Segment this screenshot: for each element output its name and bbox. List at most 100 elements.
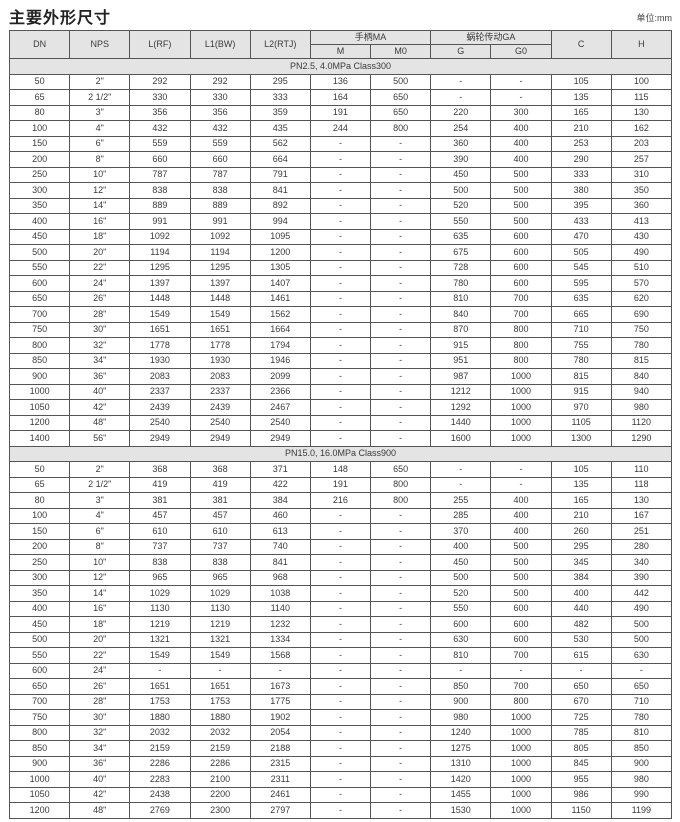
table-cell: 1455 xyxy=(430,786,492,803)
table-cell: 40" xyxy=(69,771,131,788)
table-cell: 505 xyxy=(550,244,612,261)
table-row: 250 10" 838 838 841- -450 500 345 340 xyxy=(8,554,673,571)
table-cell: - xyxy=(490,73,552,90)
table-cell: - xyxy=(309,430,372,447)
table-cell: 1000 xyxy=(490,724,552,741)
table-cell: 550 xyxy=(430,213,492,230)
table-cell: - xyxy=(370,321,432,338)
table-cell: 900 xyxy=(610,755,673,772)
table-cell: 670 xyxy=(550,693,612,710)
table-cell: 1290 xyxy=(610,430,673,447)
table-cell: - xyxy=(370,523,432,540)
table-cell: 545 xyxy=(550,259,612,276)
table-row: 550 22" 1295 1295 1305- -728 600 545 510 xyxy=(8,259,673,276)
table-cell: 600 xyxy=(490,616,552,633)
table-cell: 1000 xyxy=(490,802,552,819)
table-cell: 2769 xyxy=(129,802,191,819)
table-cell: 36" xyxy=(69,368,131,385)
table-cell: 737 xyxy=(129,538,191,555)
col-m: M xyxy=(309,44,372,59)
table-cell: - xyxy=(370,771,432,788)
table-cell: 500 xyxy=(490,182,552,199)
table-cell: 300 xyxy=(8,569,71,586)
col-g: G xyxy=(430,44,492,59)
table-cell: 780 xyxy=(610,709,673,726)
table-cell: 892 xyxy=(249,197,311,214)
table-cell: 1397 xyxy=(189,275,251,292)
col-nps: NPS xyxy=(69,30,131,59)
table-cell: 50 xyxy=(8,461,71,478)
table-cell: 6" xyxy=(69,523,131,540)
table-cell: 1105 xyxy=(550,414,612,431)
table-cell: - xyxy=(189,662,251,679)
col-dn: DN xyxy=(8,30,71,59)
table-cell: 500 xyxy=(610,616,673,633)
table-cell: 600 xyxy=(490,631,552,648)
table-cell: 18" xyxy=(69,616,131,633)
table-cell: 1029 xyxy=(129,585,191,602)
table-cell: 433 xyxy=(550,213,612,230)
table-cell: 419 xyxy=(129,476,191,493)
table-cell: 1295 xyxy=(129,259,191,276)
table-cell: 36" xyxy=(69,755,131,772)
table-cell: - xyxy=(309,523,372,540)
table-cell: 500 xyxy=(8,631,71,648)
table-cell: 26" xyxy=(69,290,131,307)
table-cell: - xyxy=(309,182,372,199)
table-cell: 725 xyxy=(550,709,612,726)
table-cell: - xyxy=(309,275,372,292)
table-cell: 80 xyxy=(8,104,71,121)
table-cell: - xyxy=(370,151,432,168)
table-cell: - xyxy=(309,383,372,400)
table-cell: 650 xyxy=(8,678,71,695)
table-cell: 1407 xyxy=(249,275,311,292)
table-cell: 1549 xyxy=(189,647,251,664)
table-cell: 432 xyxy=(129,120,191,137)
table-cell: 162 xyxy=(610,120,673,137)
table-cell: 1000 xyxy=(490,368,552,385)
table-cell: 105 xyxy=(550,73,612,90)
table-cell: 350 xyxy=(8,585,71,602)
table-cell: 1420 xyxy=(430,771,492,788)
table-cell: - xyxy=(370,740,432,757)
table-cell: 700 xyxy=(490,306,552,323)
table-cell: - xyxy=(370,182,432,199)
table-cell: - xyxy=(370,507,432,524)
table-cell: 845 xyxy=(550,755,612,772)
table-cell: 1000 xyxy=(490,383,552,400)
table-cell: 600 xyxy=(490,228,552,245)
table-cell: 940 xyxy=(610,383,673,400)
table-cell: 810 xyxy=(610,724,673,741)
table-cell: 965 xyxy=(129,569,191,586)
table-cell: 3" xyxy=(69,104,131,121)
table-cell: 1946 xyxy=(249,352,311,369)
table-cell: 1000 xyxy=(8,383,71,400)
table-cell: - xyxy=(370,135,432,152)
table-cell: 26" xyxy=(69,678,131,695)
table-cell: 400 xyxy=(490,507,552,524)
table-cell: - xyxy=(370,213,432,230)
col-group-gear: 蜗轮传动GA xyxy=(430,30,552,45)
table-cell: 1651 xyxy=(189,321,251,338)
table-cell: 2083 xyxy=(189,368,251,385)
table-cell: 841 xyxy=(249,182,311,199)
table-cell: 130 xyxy=(610,492,673,509)
table-cell: 2099 xyxy=(249,368,311,385)
table-cell: 150 xyxy=(8,135,71,152)
table-cell: 457 xyxy=(189,507,251,524)
table-cell: 2200 xyxy=(189,786,251,803)
table-cell: - xyxy=(370,290,432,307)
table-cell: 34" xyxy=(69,352,131,369)
table-cell: 384 xyxy=(249,492,311,509)
table-cell: 220 xyxy=(430,104,492,121)
table-cell: 310 xyxy=(610,166,673,183)
table-cell: 1300 xyxy=(550,430,612,447)
table-cell: 1549 xyxy=(129,647,191,664)
table-cell: 260 xyxy=(550,523,612,540)
table-cell: - xyxy=(309,600,372,617)
table-row: 900 36" 2083 2083 2099- -987 1000 815 840 xyxy=(8,368,673,385)
table-row: 400 16" 1130 1130 1140- -550 600 440 490 xyxy=(8,600,673,617)
table-cell: 400 xyxy=(490,135,552,152)
table-cell: 167 xyxy=(610,507,673,524)
table-cell: 980 xyxy=(610,771,673,788)
